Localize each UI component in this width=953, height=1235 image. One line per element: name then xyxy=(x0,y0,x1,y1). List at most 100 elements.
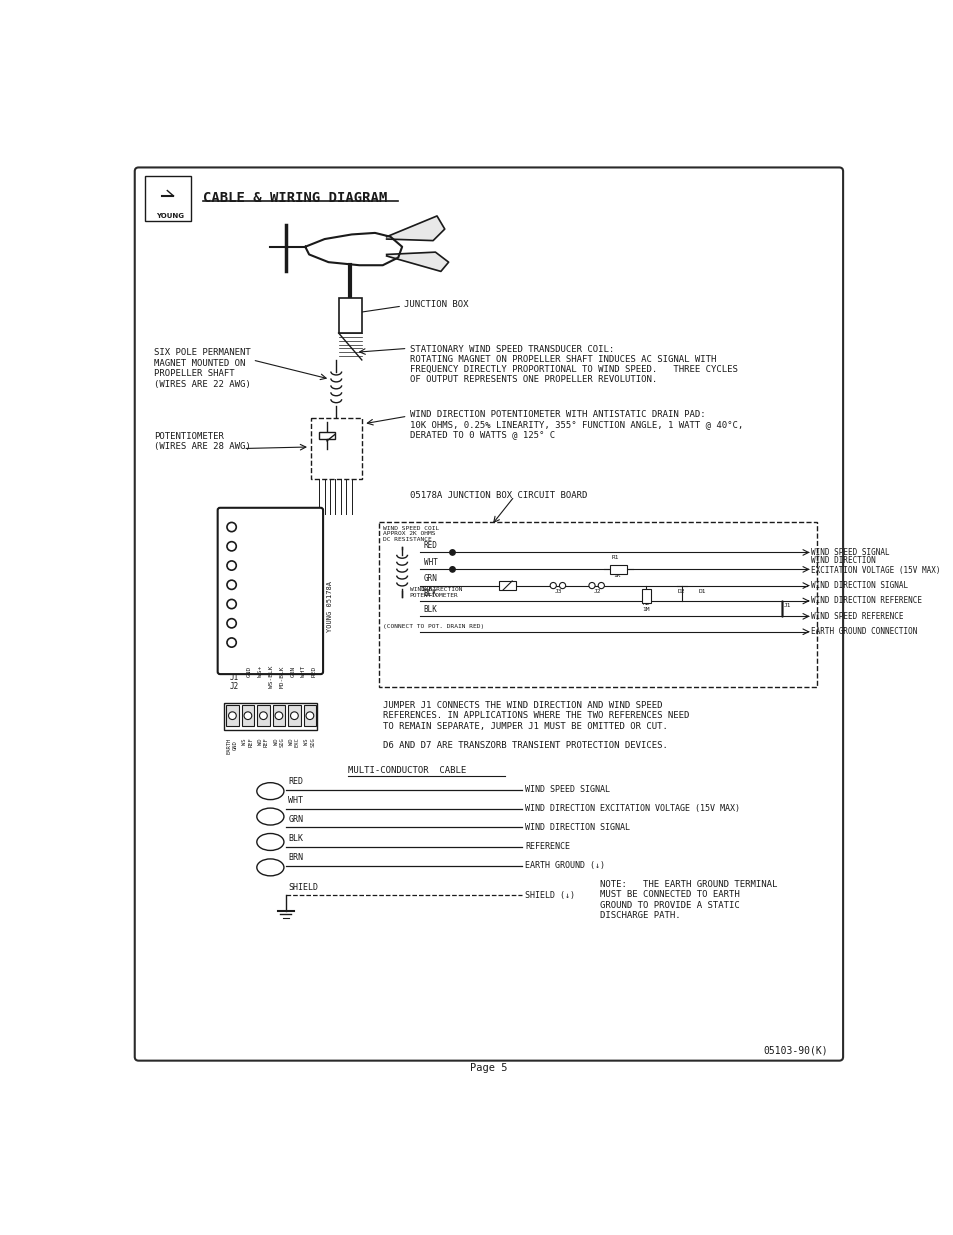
Text: REFERENCE: REFERENCE xyxy=(525,842,570,851)
Text: BRN: BRN xyxy=(288,853,303,862)
Ellipse shape xyxy=(256,834,284,851)
Text: EARTH GROUND CONNECTION: EARTH GROUND CONNECTION xyxy=(810,627,916,636)
Bar xyxy=(257,705,270,726)
Circle shape xyxy=(598,583,604,589)
Bar xyxy=(319,431,335,440)
Text: WHT: WHT xyxy=(423,558,437,567)
Text: SHIELD: SHIELD xyxy=(288,883,318,892)
Text: NOTE:   THE EARTH GROUND TERMINAL
MUST BE CONNECTED TO EARTH
GROUND TO PROVIDE A: NOTE: THE EARTH GROUND TERMINAL MUST BE … xyxy=(599,879,777,920)
Circle shape xyxy=(449,567,455,572)
Circle shape xyxy=(227,599,236,609)
Text: J2: J2 xyxy=(229,682,238,690)
Text: J1: J1 xyxy=(229,673,238,682)
Bar xyxy=(241,705,253,726)
Text: CABLE & WIRING DIAGRAM: CABLE & WIRING DIAGRAM xyxy=(203,190,387,205)
Bar xyxy=(338,299,361,333)
Text: YOUNG 05178A: YOUNG 05178A xyxy=(327,580,333,632)
Text: EARTH
GND: EARTH GND xyxy=(227,737,237,753)
FancyBboxPatch shape xyxy=(217,508,323,674)
Bar xyxy=(498,580,516,590)
Text: MD-BLK: MD-BLK xyxy=(279,666,284,688)
Text: J3: J3 xyxy=(555,589,561,594)
Circle shape xyxy=(227,638,236,647)
Text: WIND SPEED COIL
APPROX 2K OHMS
DC RESISTANCE: WIND SPEED COIL APPROX 2K OHMS DC RESIST… xyxy=(382,526,438,542)
Text: D1: D1 xyxy=(699,589,706,594)
Text: (CONNECT TO POT. DRAIN RED): (CONNECT TO POT. DRAIN RED) xyxy=(382,624,483,629)
FancyBboxPatch shape xyxy=(311,417,361,479)
Bar xyxy=(224,703,316,730)
Text: WD
REF: WD REF xyxy=(257,737,269,747)
Polygon shape xyxy=(386,216,444,241)
Text: R2: R2 xyxy=(641,600,649,606)
Text: J2: J2 xyxy=(593,589,600,594)
Text: WS
SIG: WS SIG xyxy=(304,737,315,747)
Circle shape xyxy=(588,583,595,589)
Text: EARTH GROUND (↓): EARTH GROUND (↓) xyxy=(525,861,605,871)
FancyBboxPatch shape xyxy=(134,168,842,1061)
Text: WIND SPEED SIGNAL: WIND SPEED SIGNAL xyxy=(810,548,888,557)
Text: WIND DIRECTION SIGNAL: WIND DIRECTION SIGNAL xyxy=(810,580,906,590)
Text: RED: RED xyxy=(312,666,316,677)
Circle shape xyxy=(227,561,236,571)
Text: WIND DIRECTION SIGNAL: WIND DIRECTION SIGNAL xyxy=(525,823,630,832)
Bar xyxy=(641,589,650,603)
Circle shape xyxy=(259,711,267,720)
Text: WIND DIRECTION REFERENCE: WIND DIRECTION REFERENCE xyxy=(810,597,921,605)
Text: RED: RED xyxy=(423,541,437,550)
Text: WHT: WHT xyxy=(301,666,306,677)
Bar xyxy=(273,705,285,726)
Circle shape xyxy=(550,583,556,589)
Polygon shape xyxy=(386,252,448,272)
Text: STATIONARY WIND SPEED TRANSDUCER COIL:: STATIONARY WIND SPEED TRANSDUCER COIL: xyxy=(410,345,614,353)
Bar xyxy=(226,705,238,726)
Text: RED: RED xyxy=(288,777,303,787)
Text: WD
SIG: WD SIG xyxy=(274,737,284,747)
Circle shape xyxy=(227,522,236,531)
Text: WIND DIRECTION
EXCITATION VOLTAGE (15V MAX): WIND DIRECTION EXCITATION VOLTAGE (15V M… xyxy=(810,556,939,576)
Circle shape xyxy=(306,711,314,720)
Bar xyxy=(288,705,300,726)
Ellipse shape xyxy=(256,858,284,876)
Text: YOUNG: YOUNG xyxy=(156,212,184,219)
Text: J1: J1 xyxy=(783,603,791,608)
Text: J3: J3 xyxy=(266,595,275,604)
Text: WIND SPEED REFERENCE: WIND SPEED REFERENCE xyxy=(810,611,902,621)
Circle shape xyxy=(227,542,236,551)
Circle shape xyxy=(291,711,298,720)
Text: 05103-90(K): 05103-90(K) xyxy=(763,1045,827,1055)
Circle shape xyxy=(274,711,282,720)
Text: WS
REF: WS REF xyxy=(242,737,253,747)
Text: BLK: BLK xyxy=(423,605,437,614)
Bar xyxy=(609,564,626,574)
Text: SHIELD (↓): SHIELD (↓) xyxy=(525,890,575,899)
Text: GRN: GRN xyxy=(288,815,303,824)
Text: WIND DIRECTION EXCITATION VOLTAGE (15V MAX): WIND DIRECTION EXCITATION VOLTAGE (15V M… xyxy=(525,804,740,814)
Text: 1K: 1K xyxy=(612,573,619,578)
Text: 10K: 10K xyxy=(419,585,433,592)
Text: WHT: WHT xyxy=(288,797,303,805)
Text: BLK: BLK xyxy=(423,589,437,598)
Circle shape xyxy=(558,583,565,589)
Text: BLK: BLK xyxy=(288,834,303,844)
Text: R1: R1 xyxy=(611,555,618,559)
Text: 10K OHMS, 0.25% LINEARITY, 355° FUNCTION ANGLE, 1 WATT @ 40°C,
DERATED TO 0 WATT: 10K OHMS, 0.25% LINEARITY, 355° FUNCTION… xyxy=(410,420,742,440)
FancyBboxPatch shape xyxy=(145,175,191,221)
Text: WS+: WS+ xyxy=(257,666,262,677)
Circle shape xyxy=(227,580,236,589)
Text: D2: D2 xyxy=(677,589,684,594)
Text: GRN: GRN xyxy=(290,666,295,677)
Text: D6 AND D7 ARE TRANSZORB TRANSIENT PROTECTION DEVICES.: D6 AND D7 ARE TRANSZORB TRANSIENT PROTEC… xyxy=(382,741,667,750)
Text: POTENTIOMETER
(WIRES ARE 28 AWG): POTENTIOMETER (WIRES ARE 28 AWG) xyxy=(154,431,251,451)
Text: WS-BLK: WS-BLK xyxy=(269,666,274,688)
Text: MULTI-CONDUCTOR  CABLE: MULTI-CONDUCTOR CABLE xyxy=(348,766,466,774)
Ellipse shape xyxy=(256,808,284,825)
Circle shape xyxy=(449,550,455,556)
Text: WIND DIRECTION POTENTIOMETER WITH ANTISTATIC DRAIN PAD:: WIND DIRECTION POTENTIOMETER WITH ANTIST… xyxy=(410,410,705,419)
Text: WIND DIRECTION
POTENTIOMETER: WIND DIRECTION POTENTIOMETER xyxy=(410,588,462,598)
Text: JUNCTION BOX: JUNCTION BOX xyxy=(404,300,469,309)
Circle shape xyxy=(227,619,236,627)
Circle shape xyxy=(244,711,252,720)
Ellipse shape xyxy=(256,783,284,799)
Text: WD
EXC: WD EXC xyxy=(289,737,299,747)
FancyBboxPatch shape xyxy=(378,521,816,687)
